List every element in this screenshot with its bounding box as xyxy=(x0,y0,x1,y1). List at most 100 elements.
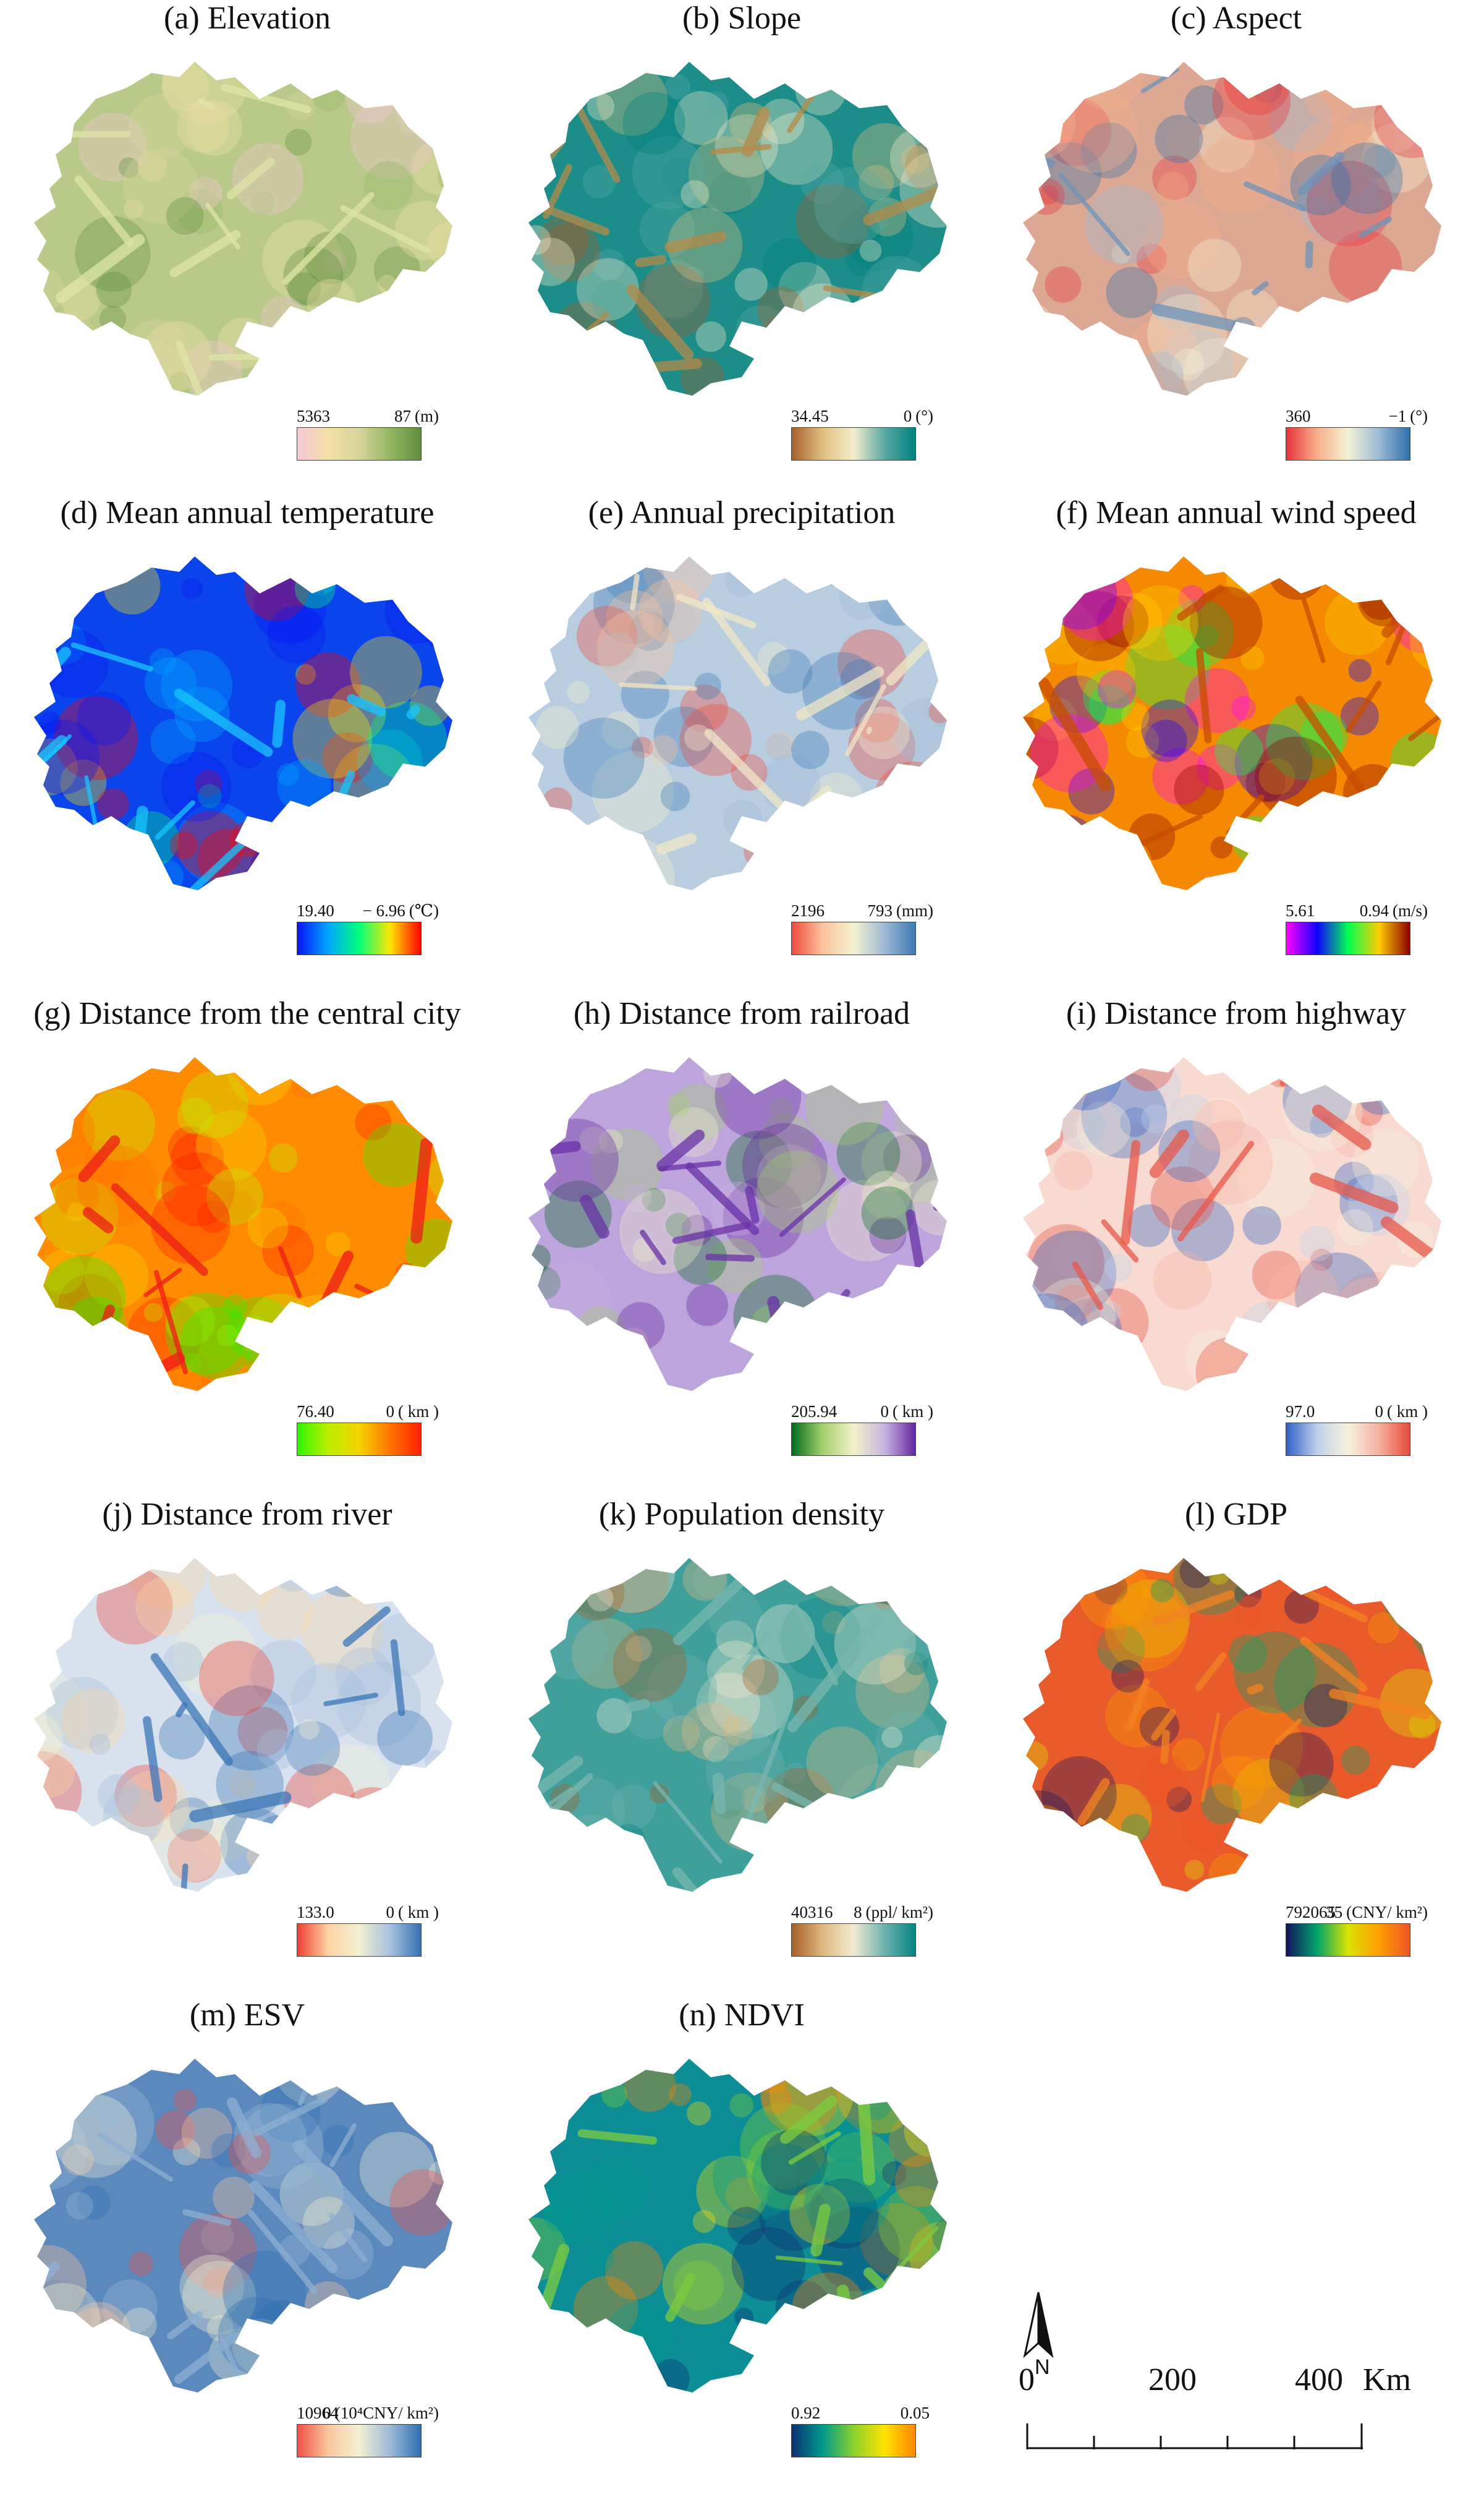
legend-min: 5363 xyxy=(297,407,330,425)
north-arrow-and-scale-bar: N 0 200 400 Km xyxy=(1014,2287,1471,2485)
legend-min: 2196 xyxy=(791,901,825,920)
legend-color-bar xyxy=(297,427,422,461)
map-precipitation xyxy=(528,556,947,890)
north-arrow-icon xyxy=(1023,2292,1054,2359)
legend-color-bar xyxy=(791,427,916,461)
panel-title: (n) NDVI xyxy=(679,1997,805,2033)
legend-precipitation: 2196 793 (mm) xyxy=(791,900,933,955)
legend-max: −1 (°) xyxy=(1388,407,1428,425)
legend-color-bar xyxy=(791,1923,916,1957)
legend-min: 0.92 xyxy=(791,2404,821,2422)
map-gdp xyxy=(1023,1558,1441,1892)
legend-color-bar xyxy=(1286,1423,1410,1456)
legend-max: 0.05 xyxy=(900,2404,930,2422)
legend-max: 87 (m) xyxy=(394,407,439,425)
legend-color-bar xyxy=(791,1423,916,1456)
panel-a: (a) Elevation 5363 87 (m) xyxy=(0,0,494,495)
legend-min: 10964 xyxy=(297,2404,339,2422)
panel-g: (g) Distance from the central city 76.40… xyxy=(0,995,494,1490)
map-population-density xyxy=(528,1558,947,1892)
legend-min: 19.40 xyxy=(297,901,334,920)
legend-ndvi: 0.92 0.05 xyxy=(791,2402,930,2457)
legend-distance-railroad: 205.94 0( km ) xyxy=(791,1400,933,1456)
legend-min: 792065 xyxy=(1286,1903,1336,1921)
map-wind-speed xyxy=(1023,556,1441,890)
panel-c: (c) Aspect 360 −1 (°) xyxy=(989,0,1483,495)
panel-n: (n) NDVI 0.92 0.05 xyxy=(494,1997,989,2491)
legend-max: 0( km ) xyxy=(880,1402,933,1421)
legend-distance-river: 133.0 0( km ) xyxy=(297,1901,439,1957)
legend-color-bar xyxy=(791,2424,916,2457)
legend-max: 35 (CNY/ km²) xyxy=(1326,1903,1428,1921)
map-distance-highway xyxy=(1023,1057,1441,1391)
map-aspect xyxy=(1023,62,1441,396)
map-distance-central-city xyxy=(34,1057,452,1391)
panel-i: (i) Distance from highway 97.0 0( km ) xyxy=(989,995,1483,1490)
panel-title: (e) Annual precipitation xyxy=(588,495,896,530)
map-distance-railroad xyxy=(528,1057,947,1391)
panel-h: (h) Distance from railroad 205.94 0( km … xyxy=(494,995,989,1490)
legend-slope: 34.45 0 (°) xyxy=(791,405,933,461)
legend-population-density: 40316 8 (ppl/ km²) xyxy=(791,1901,933,1957)
legend-max: − 6.96 (℃) xyxy=(362,901,439,920)
panel-title: (c) Aspect xyxy=(1170,1,1302,36)
legend-aspect: 360 −1 (°) xyxy=(1286,405,1428,461)
panel-title: (l) GDP xyxy=(1184,1497,1288,1532)
panel-title: (k) Population density xyxy=(598,1497,885,1532)
legend-color-bar xyxy=(791,922,916,955)
legend-color-bar xyxy=(297,2424,422,2457)
legend-max: 0( km ) xyxy=(386,1903,439,1921)
panel-title: (j) Distance from river xyxy=(102,1497,392,1532)
legend-min: 360 xyxy=(1286,407,1311,425)
map-ndvi xyxy=(528,2059,947,2393)
scale-tick-0: 0 xyxy=(1019,2362,1035,2397)
legend-temperature: 19.40 − 6.96 (℃) xyxy=(297,900,439,955)
legend-min: 34.45 xyxy=(791,407,829,425)
panel-d: (d) Mean annual temperature 19.40 − 6.96… xyxy=(0,495,494,989)
legend-min: 205.94 xyxy=(791,1402,837,1421)
panel-k: (k) Population density 40316 8 (ppl/ km²) xyxy=(494,1496,989,1991)
legend-color-bar xyxy=(1286,1923,1410,1957)
panel-title: (m) ESV xyxy=(189,1997,305,2033)
scale-bar-line xyxy=(1026,2423,1363,2449)
scale-unit: Km xyxy=(1363,2362,1411,2397)
legend-distance-highway: 97.0 0( km ) xyxy=(1286,1400,1428,1456)
legend-max: 0.94 (m/s) xyxy=(1359,901,1428,920)
legend-max: 0( km ) xyxy=(386,1402,439,1421)
panel-title: (f) Mean annual wind speed xyxy=(1056,495,1417,530)
map-slope xyxy=(528,62,947,396)
legend-min: 5.61 xyxy=(1286,901,1315,920)
legend-esv: 10964 0 (10⁴CNY/ km²) xyxy=(297,2402,439,2457)
panel-title: (h) Distance from railroad xyxy=(573,996,910,1031)
legend-max: 0 (°) xyxy=(903,407,933,425)
legend-distance-central-city: 76.40 0( km ) xyxy=(297,1400,439,1456)
panel-e: (e) Annual precipitation 2196 793 (mm) xyxy=(494,495,989,989)
panel-title: (g) Distance from the central city xyxy=(33,996,461,1031)
legend-min: 133.0 xyxy=(297,1903,334,1921)
scale-tick-200: 200 xyxy=(1148,2362,1197,2397)
panel-f: (f) Mean annual wind speed 5.61 0.94 (m/s… xyxy=(989,495,1483,989)
legend-elevation: 5363 87 (m) xyxy=(297,405,439,461)
map-elevation xyxy=(34,62,452,396)
legend-max: 0 (10⁴CNY/ km²) xyxy=(323,2404,439,2422)
north-label: N xyxy=(1035,2355,1050,2379)
map-temperature xyxy=(34,556,452,890)
panel-b: (b) Slope 34.45 0 (°) xyxy=(494,0,989,495)
map-esv xyxy=(34,2059,452,2393)
legend-color-bar xyxy=(297,1423,422,1456)
panel-j: (j) Distance from river 133.0 0( km ) xyxy=(0,1496,494,1991)
legend-color-bar xyxy=(1286,427,1410,461)
legend-min: 97.0 xyxy=(1286,1402,1315,1421)
panel-title: (d) Mean annual temperature xyxy=(60,495,435,530)
legend-gdp: 792065 35 (CNY/ km²) xyxy=(1286,1901,1428,1957)
legend-min: 76.40 xyxy=(297,1402,334,1421)
legend-color-bar xyxy=(297,922,422,955)
legend-color-bar xyxy=(1286,922,1410,955)
panel-m: (m) ESV 10964 0 (10⁴CNY/ km²) xyxy=(0,1997,494,2491)
legend-wind-speed: 5.61 0.94 (m/s) xyxy=(1286,900,1428,955)
legend-color-bar xyxy=(297,1923,422,1957)
panel-l: (l) GDP 792065 35 (CNY/ km²) xyxy=(989,1496,1483,1991)
legend-min: 40316 xyxy=(791,1903,833,1921)
map-distance-river xyxy=(34,1558,452,1892)
